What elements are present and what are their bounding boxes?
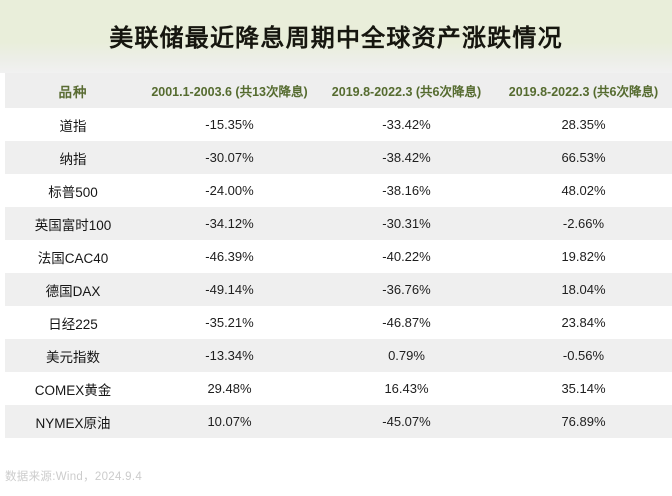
table-row: COMEX黄金 29.48% 16.43% 35.14%	[5, 372, 672, 405]
cell-period-2: -38.42%	[318, 141, 495, 174]
row-label: COMEX黄金	[5, 372, 141, 405]
cell-period-3: 19.82%	[495, 240, 672, 273]
cell-period-3: -2.66%	[495, 207, 672, 240]
table-row: 英国富时100 -34.12% -30.31% -2.66%	[5, 207, 672, 240]
cell-period-3: 18.04%	[495, 273, 672, 306]
data-table-container: Wind 品种 2001.1-2003.6 (共13次降息) 2019.8-20…	[5, 73, 672, 463]
cell-period-3: 35.14%	[495, 372, 672, 405]
cell-period-2: -40.22%	[318, 240, 495, 273]
cell-period-3: -0.56%	[495, 339, 672, 372]
row-label: 法国CAC40	[5, 240, 141, 273]
cell-period-1: 10.07%	[141, 405, 318, 438]
cell-period-1: -49.14%	[141, 273, 318, 306]
cell-period-2: -46.87%	[318, 306, 495, 339]
page-title: 美联储最近降息周期中全球资产涨跌情况	[109, 26, 563, 52]
cell-period-2: 16.43%	[318, 372, 495, 405]
table-header: 品种 2001.1-2003.6 (共13次降息) 2019.8-2022.3 …	[5, 73, 672, 108]
row-label: 美元指数	[5, 339, 141, 372]
row-label: 日经225	[5, 306, 141, 339]
column-header-period-2: 2019.8-2022.3 (共6次降息)	[318, 73, 495, 108]
cell-period-1: -15.35%	[141, 108, 318, 141]
asset-performance-table: 品种 2001.1-2003.6 (共13次降息) 2019.8-2022.3 …	[5, 73, 672, 438]
table-body: 道指 -15.35% -33.42% 28.35% 纳指 -30.07% -38…	[5, 108, 672, 438]
table-row: 纳指 -30.07% -38.42% 66.53%	[5, 141, 672, 174]
cell-period-2: 0.79%	[318, 339, 495, 372]
column-header-asset: 品种	[5, 73, 141, 108]
row-label: 标普500	[5, 174, 141, 207]
column-header-period-3: 2019.8-2022.3 (共6次降息)	[495, 73, 672, 108]
row-label: 纳指	[5, 141, 141, 174]
row-label: 英国富时100	[5, 207, 141, 240]
table-row: 德国DAX -49.14% -36.76% 18.04%	[5, 273, 672, 306]
cell-period-2: -33.42%	[318, 108, 495, 141]
row-label: 德国DAX	[5, 273, 141, 306]
table-row: 日经225 -35.21% -46.87% 23.84%	[5, 306, 672, 339]
cell-period-1: -24.00%	[141, 174, 318, 207]
cell-period-2: -36.76%	[318, 273, 495, 306]
cell-period-1: -46.39%	[141, 240, 318, 273]
cell-period-1: -35.21%	[141, 306, 318, 339]
cell-period-1: 29.48%	[141, 372, 318, 405]
cell-period-1: -13.34%	[141, 339, 318, 372]
data-source-note: 数据来源:Wind，2024.9.4	[5, 471, 143, 483]
row-label: 道指	[5, 108, 141, 141]
cell-period-3: 28.35%	[495, 108, 672, 141]
table-row: 美元指数 -13.34% 0.79% -0.56%	[5, 339, 672, 372]
cell-period-3: 66.53%	[495, 141, 672, 174]
table-header-row: 品种 2001.1-2003.6 (共13次降息) 2019.8-2022.3 …	[5, 73, 672, 108]
column-header-period-1: 2001.1-2003.6 (共13次降息)	[141, 73, 318, 108]
title-banner: 美联储最近降息周期中全球资产涨跌情况	[0, 0, 672, 73]
cell-period-1: -30.07%	[141, 141, 318, 174]
table-row: NYMEX原油 10.07% -45.07% 76.89%	[5, 405, 672, 438]
cell-period-2: -30.31%	[318, 207, 495, 240]
cell-period-3: 23.84%	[495, 306, 672, 339]
cell-period-3: 76.89%	[495, 405, 672, 438]
cell-period-2: -38.16%	[318, 174, 495, 207]
cell-period-1: -34.12%	[141, 207, 318, 240]
cell-period-2: -45.07%	[318, 405, 495, 438]
cell-period-3: 48.02%	[495, 174, 672, 207]
table-row: 法国CAC40 -46.39% -40.22% 19.82%	[5, 240, 672, 273]
table-row: 道指 -15.35% -33.42% 28.35%	[5, 108, 672, 141]
row-label: NYMEX原油	[5, 405, 141, 438]
table-row: 标普500 -24.00% -38.16% 48.02%	[5, 174, 672, 207]
